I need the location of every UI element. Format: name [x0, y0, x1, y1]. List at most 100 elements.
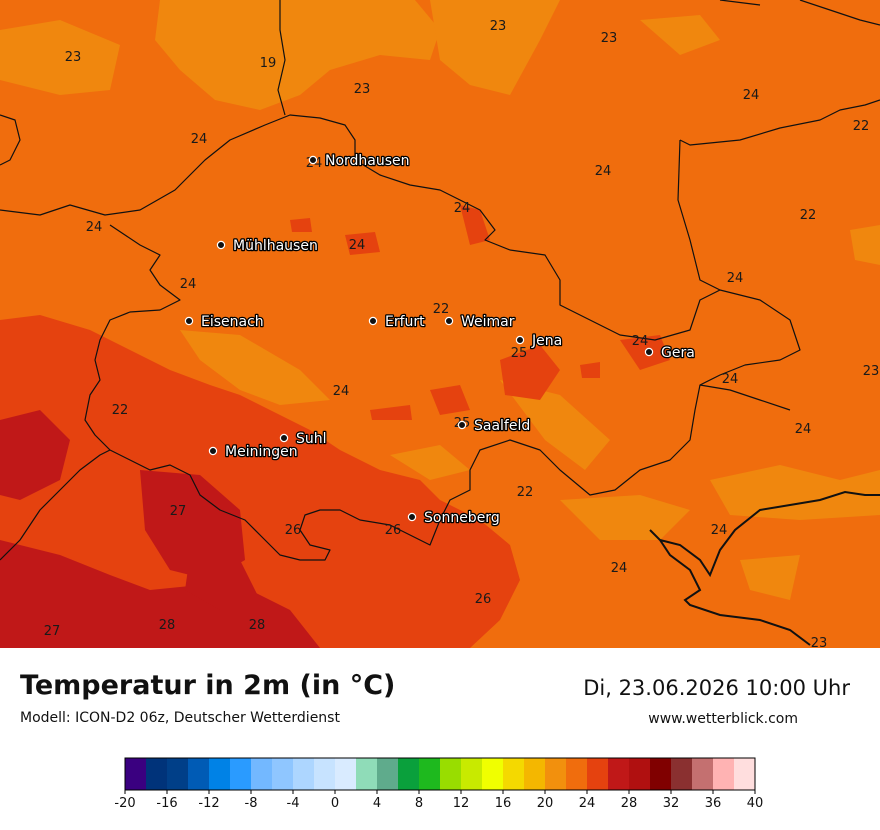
legend-swatch: [251, 758, 273, 790]
legend-tick-label: 40: [747, 796, 764, 811]
temperature-value: 22: [800, 208, 817, 223]
temperature-value: 24: [349, 238, 366, 253]
temperature-value: 27: [44, 624, 61, 639]
city-label[interactable]: Mühlhausen: [232, 237, 319, 256]
legend-swatch: [482, 758, 504, 790]
temperature-value: 26: [475, 592, 492, 607]
temperature-value: 22: [853, 119, 870, 134]
legend-frame: [124, 757, 756, 791]
country-border: [649, 490, 880, 646]
temperature-value: 24: [86, 220, 103, 235]
city-label[interactable]: Meiningen: [224, 443, 299, 462]
legend-swatch: [671, 758, 693, 790]
temperature-value: 24: [611, 561, 628, 576]
temperature-value: 19: [260, 56, 277, 71]
legend-swatch: [692, 758, 714, 790]
legend-swatch: [524, 758, 546, 790]
temperature-value: 24: [454, 201, 471, 216]
temperature-value: 27: [170, 504, 187, 519]
forecast-datetime: Di, 23.06.2026 10:00 Uhr: [583, 676, 850, 700]
temperature-value: 23: [863, 364, 880, 379]
legend-swatch: [419, 758, 441, 790]
legend-swatch: [293, 758, 315, 790]
temperature-value: 28: [159, 618, 176, 633]
temperature-values: 23 19 23 23 23 24 22 24 24 24 24 22 24 24 24 24 22 24 25 23…: [44, 19, 880, 651]
city-label[interactable]: Sonneberg: [423, 509, 501, 528]
temperature-value: 22: [433, 302, 450, 317]
temperature-value: 24: [722, 372, 739, 387]
east-lower-border: [699, 384, 791, 411]
city-dot: [279, 433, 289, 443]
legend-tick-label: -20: [114, 796, 135, 811]
city-label[interactable]: Jena: [530, 332, 564, 351]
map-footer: Temperatur in 2m (in °C) Modell: ICON-D2…: [0, 648, 880, 830]
temperature-map[interactable]: 23 19 23 23 23 24 22 24 24 24 24 22 24 24 24 24 22 24 25 23…: [0, 0, 880, 651]
legend-swatch: [713, 758, 735, 790]
legend-tick-label: 12: [453, 796, 470, 811]
legend-swatch: [125, 758, 147, 790]
legend-swatch: [230, 758, 252, 790]
legend-swatch: [734, 758, 756, 790]
temperature-value: 24: [333, 384, 350, 399]
legend-swatch: [377, 758, 399, 790]
city-label[interactable]: Eisenach: [200, 313, 265, 332]
temperature-value: 23: [811, 636, 828, 648]
temperature-value: 26: [385, 523, 402, 538]
legend-swatch: [566, 758, 588, 790]
legend-swatch: [545, 758, 567, 790]
city-dot: [515, 335, 525, 345]
city-dot: [444, 316, 454, 326]
east-border-2: [677, 139, 721, 291]
legend-tick-label: 4: [373, 796, 381, 811]
thuringia-border: [0, 114, 801, 561]
legend-swatch: [335, 758, 357, 790]
legend-swatch: [167, 758, 189, 790]
legend-swatch: [440, 758, 462, 790]
legend-swatch: [356, 758, 378, 790]
temperature-value: 28: [249, 618, 266, 633]
city-label[interactable]: Saalfeld: [473, 417, 532, 436]
city-dot: [184, 316, 194, 326]
city-label[interactable]: Suhl: [295, 430, 328, 449]
cool-areas: [0, 0, 880, 600]
temperature-value: 26: [285, 523, 302, 538]
temperature-value: 22: [112, 403, 129, 418]
temperature-value: 22: [517, 485, 534, 500]
legend-swatch: [587, 758, 609, 790]
legend-swatch: [188, 758, 210, 790]
temperature-value: 24: [632, 334, 649, 349]
legend-swatch: [209, 758, 231, 790]
south-west-border: [0, 449, 111, 561]
legend-tick-label: 24: [579, 796, 596, 811]
legend-swatch: [146, 758, 168, 790]
legend-swatch: [629, 758, 651, 790]
temperature-value: 24: [727, 271, 744, 286]
city-label[interactable]: Nordhausen: [324, 152, 411, 171]
legend-tick-label: 20: [537, 796, 554, 811]
legend-tick-label: 28: [621, 796, 638, 811]
temperature-value: 24: [711, 523, 728, 538]
city-dot: [457, 420, 467, 430]
legend-swatch: [272, 758, 294, 790]
city-label[interactable]: Gera: [660, 344, 696, 363]
west-border-north: [0, 114, 21, 166]
temperature-value: 24: [191, 132, 208, 147]
temperature-value: 23: [65, 50, 82, 65]
city-dot: [407, 512, 417, 522]
east-border: [679, 99, 880, 146]
legend-swatch: [503, 758, 525, 790]
north-border: [277, 0, 286, 116]
legend-tick-label: -12: [198, 796, 219, 811]
temperature-value: 25: [511, 346, 528, 361]
city-dot: [368, 316, 378, 326]
city-label[interactable]: Erfurt: [384, 313, 427, 332]
legend-tick-label: -16: [156, 796, 177, 811]
city-label[interactable]: Weimar: [460, 313, 516, 332]
temperature-value: 23: [354, 82, 371, 97]
temperature-value: 24: [180, 277, 197, 292]
city-dot: [644, 347, 654, 357]
website-link[interactable]: www.wetterblick.com: [648, 711, 798, 727]
hot-areas: [0, 410, 320, 648]
map-title: Temperatur in 2m (in °C): [20, 670, 396, 701]
north-east-border-2: [719, 0, 761, 6]
